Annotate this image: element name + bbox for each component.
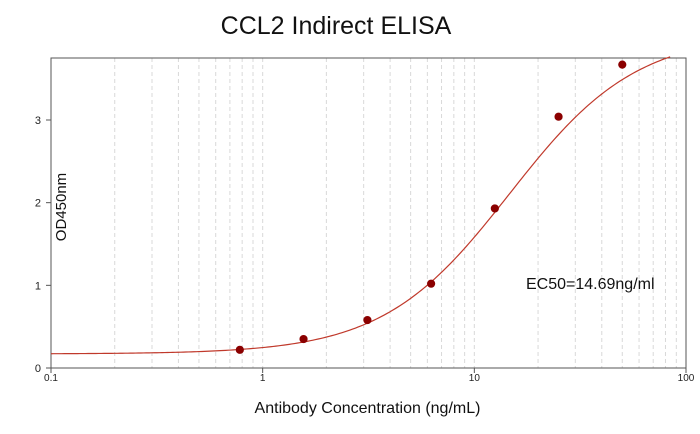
data-point	[490, 204, 499, 213]
data-point	[618, 60, 627, 69]
data-point	[427, 279, 436, 288]
ec50-annotation: EC50=14.69ng/ml	[526, 276, 655, 293]
x-tick-label: 0.1	[44, 373, 58, 384]
data-point	[299, 334, 308, 344]
y-tick-label: 0	[35, 363, 41, 375]
x-axis-label: Antibody Concentration (ng/mL)	[254, 400, 481, 417]
y-tick-label: 3	[35, 115, 41, 127]
y-tick-label: 1	[35, 280, 41, 292]
x-tick-label: 1	[260, 373, 266, 384]
data-point	[554, 112, 563, 121]
data-point	[363, 315, 372, 325]
x-tick-label: 100	[678, 373, 695, 384]
chart-title: CCL2 Indirect ELISA	[220, 12, 452, 40]
data-point	[235, 345, 244, 354]
plot-frame	[50, 57, 687, 369]
fit-curve	[50, 56, 671, 355]
y-tick-label: 2	[35, 198, 41, 210]
y-axis-label: OD450nm	[53, 172, 70, 242]
x-tick-label: 10	[469, 373, 481, 384]
